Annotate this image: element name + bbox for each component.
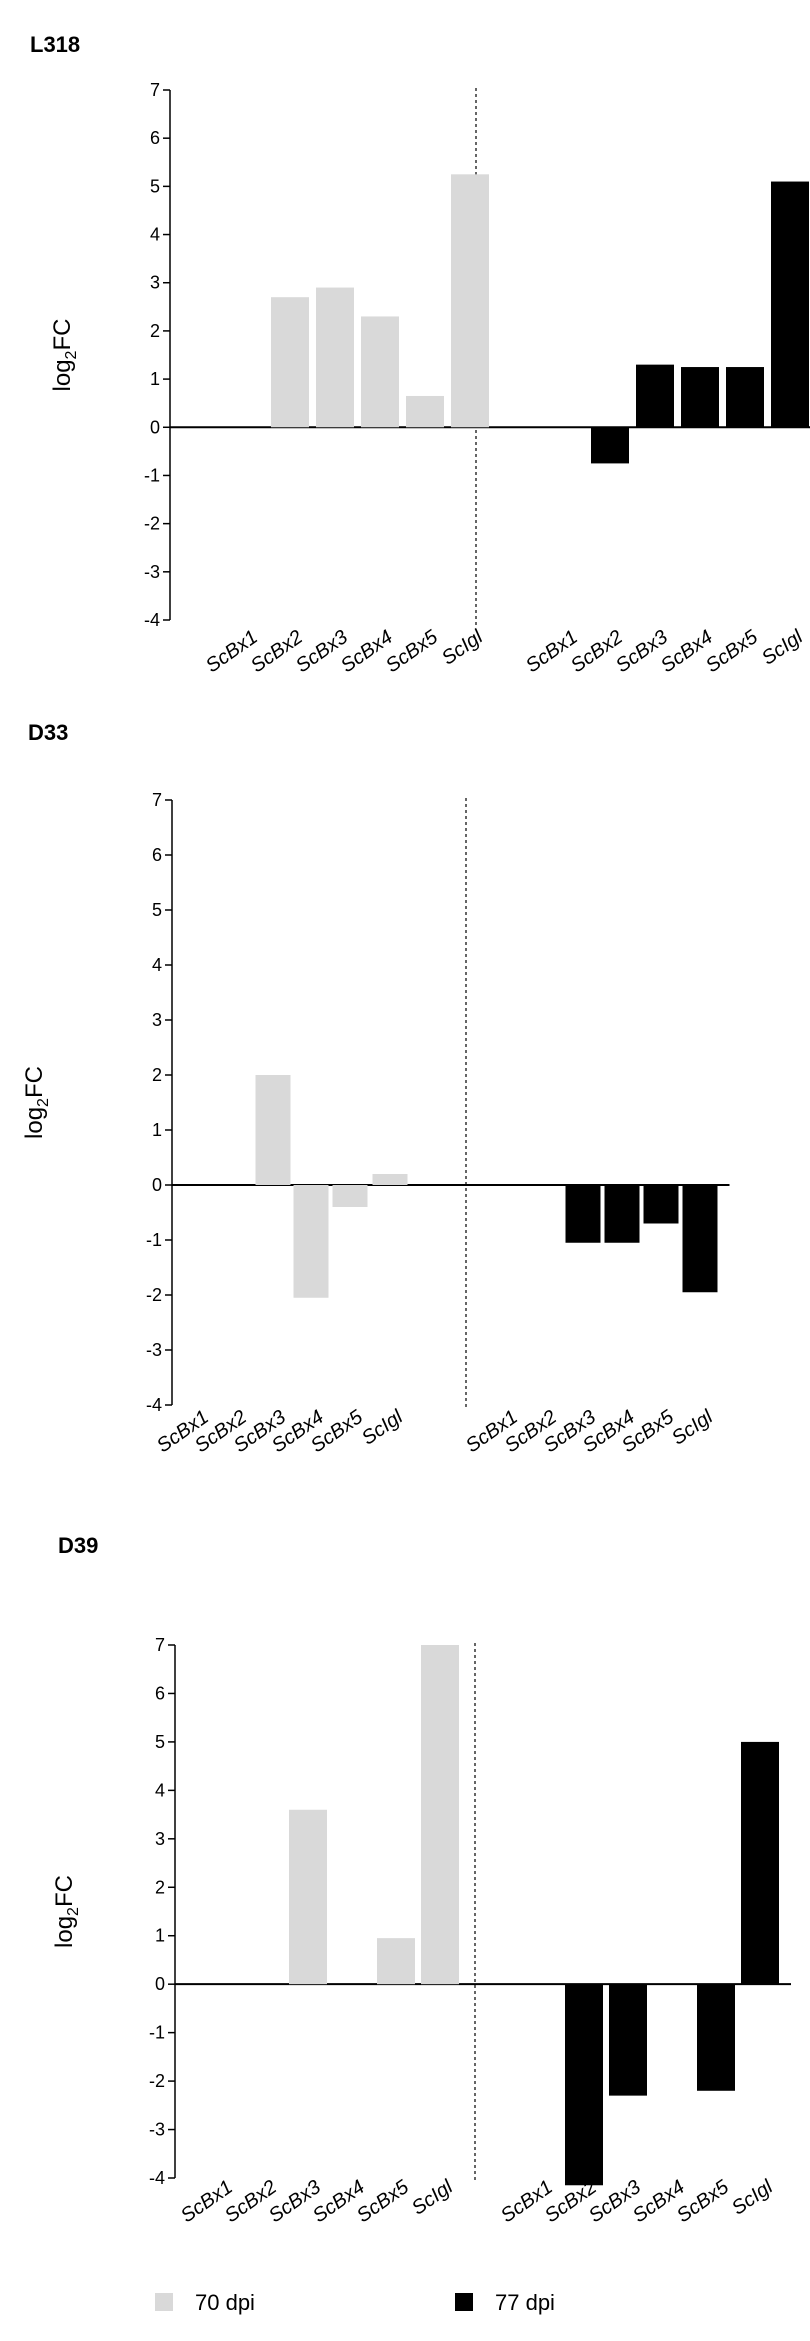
panel-d33-bar-70dpi-scigl (372, 1174, 408, 1185)
panel-l318-y-tick-label: -1 (144, 465, 160, 485)
panel-d39-bar-70dpi-scbx3 (289, 1809, 327, 1985)
panel-d33-y-tick-label: 0 (152, 1175, 162, 1195)
panel-d39-bar-70dpi-scigl (421, 1645, 459, 1985)
panel-d39-y-axis-title: log2FC (51, 1875, 82, 1948)
panel-l318-y-tick-label: 7 (150, 80, 160, 100)
panel-l318-bar-77dpi-scbx5 (726, 367, 764, 428)
panel-l318-bar-77dpi-scigl (771, 181, 809, 428)
panel-d33-y-tick-label: -2 (146, 1285, 162, 1305)
panel-d39-category-label: ScBx5 (353, 2176, 414, 2228)
panel-d39-y-tick-label: 5 (155, 1732, 165, 1752)
panel-d33-bar-70dpi-scbx5 (332, 1185, 368, 1207)
panel-d33-bar-70dpi-scbx3 (255, 1075, 291, 1185)
panel-l318-category-label: ScBx5 (382, 626, 443, 678)
panel-d39-category-label: ScBx5 (673, 2176, 734, 2228)
panel-d33-y-tick-label: 7 (152, 790, 162, 810)
panel-d33-bar-77dpi-scbx4 (604, 1185, 640, 1243)
panel-l318-category-label: ScBx5 (702, 626, 763, 678)
panel-d39-bar-77dpi-scbx3 (609, 1984, 647, 2096)
panel-l318-bar-77dpi-scbx4 (681, 367, 719, 428)
panel-l318-category-label: ScBx1 (522, 626, 582, 677)
panel-d39-y-tick-label: 1 (155, 1926, 165, 1946)
panel-d39-y-tick-label: 3 (155, 1829, 165, 1849)
panel-l318-y-tick-label: -3 (144, 562, 160, 582)
panel-l318-y-tick-label: 3 (150, 273, 160, 293)
panel-l318-bar-70dpi-scbx4 (361, 316, 399, 428)
panel-d39-y-tick-label: -4 (149, 2168, 165, 2188)
panel-d33-title: D33 (28, 720, 68, 745)
panel-l318-y-tick-label: 0 (150, 417, 160, 437)
panel-d39-y-tick-label: -2 (149, 2071, 165, 2091)
legend-swatch-77dpi (455, 2293, 473, 2311)
panel-d33-y-tick-label: -3 (146, 1340, 162, 1360)
panel-d39-y-tick-label: -1 (149, 2023, 165, 2043)
panel-l318-category-label: ScBx4 (337, 626, 397, 677)
panel-l318-y-tick-label: 6 (150, 128, 160, 148)
panel-d33-category-label: ScIgl (358, 1406, 407, 1450)
panel-d33-y-tick-label: 1 (152, 1120, 162, 1140)
panel-d39-y-tick-label: 4 (155, 1780, 165, 1800)
panel-d39-bar-77dpi-scigl (741, 1741, 779, 1985)
panel-d39-bar-77dpi-scbx2 (565, 1984, 603, 2186)
panel-d33-y-tick-label: 4 (152, 955, 162, 975)
panel-l318-category-label: ScBx3 (292, 626, 352, 677)
panel-d39-category-label: ScIgl (728, 2176, 777, 2220)
panel-l318-category-label: ScBx1 (202, 626, 262, 677)
panel-l318-bar-70dpi-scbx2 (271, 297, 309, 428)
panel-l318-bar-70dpi-scigl (451, 174, 489, 428)
panel-l318-y-tick-label: -2 (144, 514, 160, 534)
panel-l318-y-tick-label: 1 (150, 369, 160, 389)
panel-d33-category-label: ScIgl (668, 1406, 717, 1450)
panel-l318-category-label: ScBx4 (657, 626, 717, 677)
panel-d33-y-tick-label: 6 (152, 845, 162, 865)
panel-l318-category-label: ScBx2 (247, 626, 307, 677)
panel-l318-y-axis-title: log2FC (49, 319, 80, 392)
panel-l318-bar-77dpi-scbx2 (591, 427, 629, 464)
panel-l318-category-label: ScBx3 (612, 626, 672, 677)
panel-l318-category-label: ScIgl (438, 626, 487, 670)
panel-l318-y-tick-label: 5 (150, 176, 160, 196)
panel-d33-y-tick-label: -1 (146, 1230, 162, 1250)
panel-l318-category-label: ScIgl (758, 626, 807, 670)
panel-l318-y-tick-label: -4 (144, 610, 160, 630)
panel-d39-bar-70dpi-scbx5 (377, 1938, 415, 1985)
panel-d33-bar-77dpi-scbx3 (565, 1185, 601, 1243)
panel-d39-y-tick-label: -3 (149, 2120, 165, 2140)
panel-l318-y-tick-label: 2 (150, 321, 160, 341)
panel-d33-y-tick-label: -4 (146, 1395, 162, 1415)
panel-l318-category-label: ScBx2 (567, 626, 627, 677)
panel-l318-bar-70dpi-scbx5 (406, 395, 444, 428)
panel-d39-y-tick-label: 6 (155, 1683, 165, 1703)
panel-l318-y-tick-label: 4 (150, 225, 160, 245)
panel-l318-bar-77dpi-scbx3 (636, 364, 674, 428)
panel-l318-bar-70dpi-scbx3 (316, 287, 354, 428)
panel-d33-bar-70dpi-scbx4 (293, 1185, 329, 1298)
legend-label-70dpi: 70 dpi (195, 2290, 255, 2315)
panel-d33-y-tick-label: 2 (152, 1065, 162, 1085)
panel-d33-y-axis-title: log2FC (21, 1066, 52, 1139)
panel-d39-y-tick-label: 2 (155, 1877, 165, 1897)
panel-d39-bar-77dpi-scbx5 (697, 1984, 735, 2091)
panel-d33-y-tick-label: 3 (152, 1010, 162, 1030)
legend-swatch-70dpi (155, 2293, 173, 2311)
panel-d33-bar-77dpi-scbx5 (643, 1185, 679, 1224)
panel-d33-y-tick-label: 5 (152, 900, 162, 920)
panel-l318-title: L318 (30, 32, 80, 57)
legend-label-77dpi: 77 dpi (495, 2290, 555, 2315)
panel-d39-title: D39 (58, 1533, 98, 1558)
panel-d39-y-tick-label: 7 (155, 1635, 165, 1655)
panel-d39-y-tick-label: 0 (155, 1974, 165, 1994)
panel-d39-category-label: ScIgl (408, 2176, 457, 2220)
panel-d33-bar-77dpi-scigl (682, 1185, 718, 1293)
